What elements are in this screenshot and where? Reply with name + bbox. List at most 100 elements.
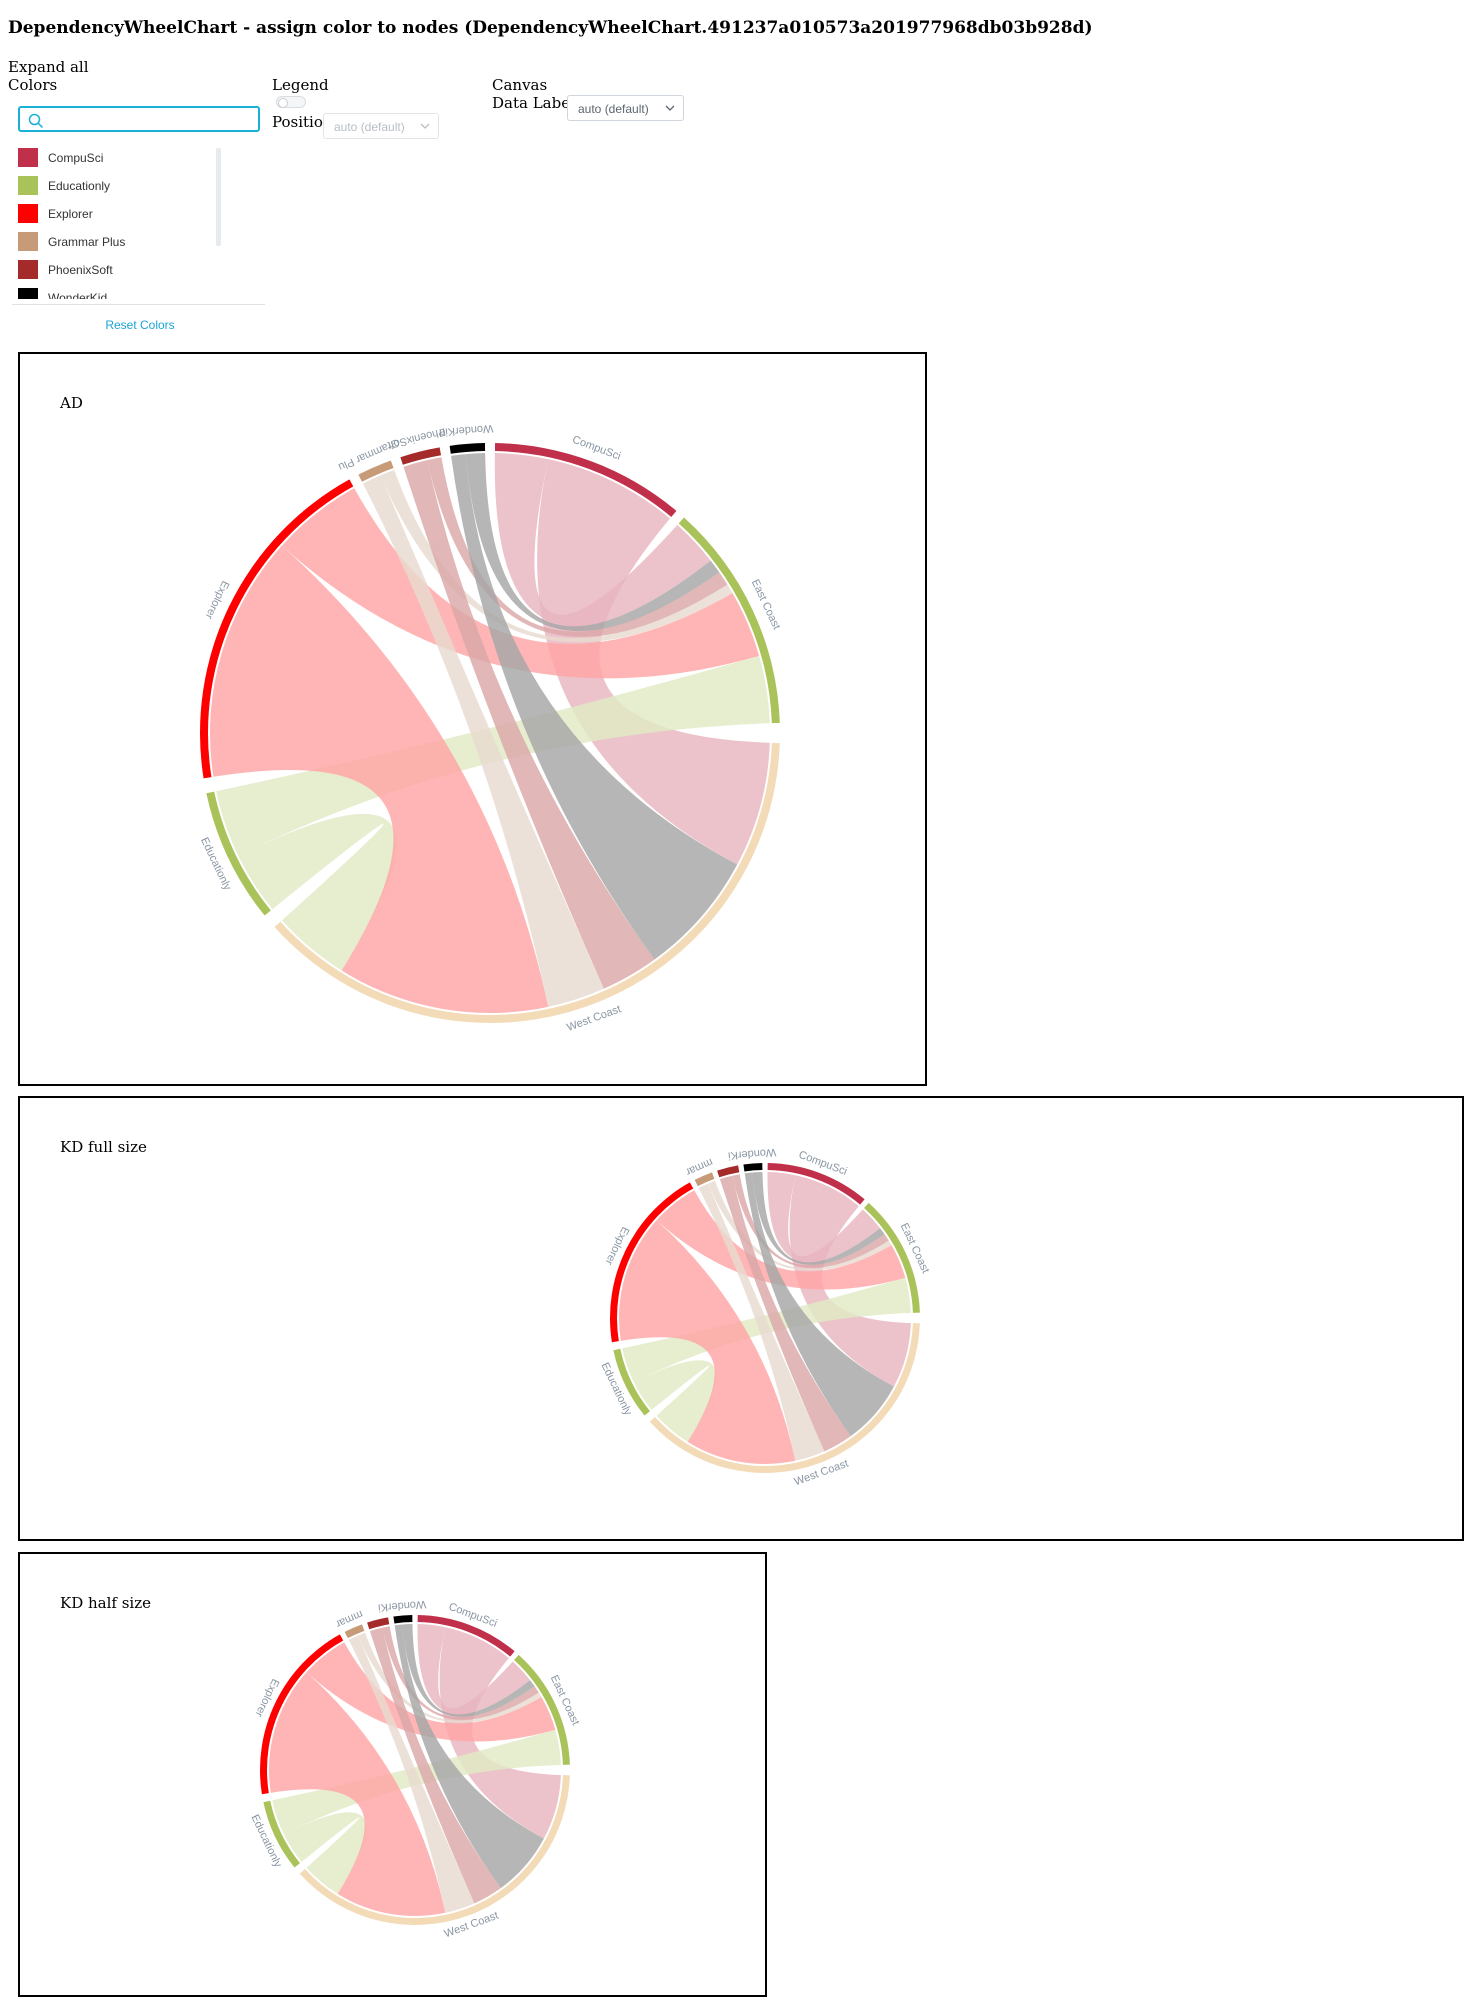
legend-toggle[interactable] [276,96,306,108]
data-labels-select[interactable]: auto (default) [567,95,684,121]
node-arc-east-coast[interactable] [514,1654,570,1765]
link-grammar-plus-to-east-coast[interactable] [707,1180,892,1271]
node-arc-educationly[interactable] [206,791,271,916]
reset-colors-button[interactable]: Reset Colors [105,318,175,332]
node-label-wonderkid: WonderKi [728,1146,777,1162]
color-item-label: Explorer [48,207,93,221]
color-item-label: CompuSci [48,151,104,165]
toggle-knob [278,98,288,108]
panel-title: AD [60,394,83,412]
link-grammar-plus-to-east-coast[interactable] [380,469,733,643]
position-label: Position [272,113,333,131]
panel-title: KD full size [60,1138,147,1156]
node-arc-explorer[interactable] [260,1634,344,1795]
color-item-wonderkid[interactable]: WonderKid [18,286,228,299]
node-arc-educationly[interactable] [613,1348,650,1416]
link-grammar-plus-to-west-coast[interactable] [362,475,604,1007]
link-wonderkid-to-west-coast[interactable] [451,454,738,960]
color-item-explorer[interactable]: Explorer [18,202,228,230]
node-arc-wonderkid[interactable] [449,443,486,454]
color-search-box [18,106,260,132]
color-item-label: Grammar Plus [48,235,126,249]
color-swatch[interactable] [18,232,38,251]
color-swatch[interactable] [18,288,38,299]
node-arc-phoenixsoft[interactable] [717,1165,740,1178]
node-arc-phoenixsoft[interactable] [400,447,442,465]
link-grammar-plus-to-east-coast[interactable] [357,1632,542,1723]
link-phoenixsoft-to-west-coast[interactable] [369,1627,501,1904]
node-arc-east-coast[interactable] [864,1202,920,1313]
colors-label: Colors [8,76,58,94]
node-arc-explorer[interactable] [199,479,354,779]
link-explorer-to-west-coast[interactable] [269,1672,446,1916]
link-educationly-to-west-coast[interactable] [633,1360,717,1442]
color-item-phoenixsoft[interactable]: PhoenixSoft [18,258,228,286]
link-phoenixsoft-to-west-coast[interactable] [719,1175,851,1452]
link-wonderkid-to-west-coast[interactable] [744,1172,894,1437]
link-phoenixsoft-to-west-coast[interactable] [403,460,655,989]
node-arc-grammar-plus[interactable] [358,460,394,482]
divider [12,304,265,305]
color-item-label: Educationly [48,179,111,193]
link-wonderkid-to-west-coast[interactable] [394,1624,544,1889]
color-list-scrollbar[interactable] [216,148,221,246]
link-explorer-to-east-coast[interactable] [656,1190,906,1290]
chevron-down-icon [665,105,675,111]
color-swatch[interactable] [18,148,38,167]
legend-label: Legend [272,76,329,94]
node-arc-compusci[interactable] [767,1163,865,1205]
node-label-wonderkid: WonderKi [378,1598,427,1614]
color-search-input[interactable] [52,110,256,130]
color-item-grammar-plus[interactable]: Grammar Plus [18,230,228,258]
link-compusci-to-west-coast[interactable] [537,459,770,865]
color-list: CompuSci Educationly Explorer Grammar Pl… [18,146,228,299]
link-compusci-to-east-coast[interactable] [417,1624,531,1715]
link-compusci-to-east-coast[interactable] [494,453,711,627]
link-educationly-to-west-coast[interactable] [238,813,397,971]
link-compusci-to-east-coast[interactable] [767,1172,881,1263]
color-item-label: PhoenixSoft [48,263,113,277]
position-select[interactable]: auto (default) [323,113,439,139]
position-select-value: auto (default) [334,120,405,134]
expand-all-link[interactable]: Expand all [8,58,89,76]
node-arc-educationly[interactable] [263,1800,300,1868]
data-labels-select-value: auto (default) [578,102,649,116]
color-swatch[interactable] [18,176,38,195]
link-explorer-to-east-coast[interactable] [306,1642,556,1742]
panel-title: KD half size [60,1594,151,1612]
node-arc-wonderkid[interactable] [393,1615,413,1624]
link-explorer-to-east-coast[interactable] [281,488,760,679]
node-arc-phoenixsoft[interactable] [367,1617,390,1630]
node-arc-grammar-plus[interactable] [694,1172,715,1187]
color-item-educationly[interactable]: Educationly [18,174,228,202]
chart-panel-ad: AD CompuSci East Coast West Coast Education… [18,352,927,1086]
node-label-phoenixsoft: PhoenixSoft [386,425,446,451]
link-compusci-to-west-coast[interactable] [789,1175,911,1387]
link-educationly-to-west-coast[interactable] [283,1812,367,1894]
node-arc-explorer[interactable] [610,1182,694,1343]
page-title: DependencyWheelChart - assign color to n… [8,18,1093,38]
link-grammar-plus-to-west-coast[interactable] [698,1183,825,1461]
node-arc-grammar-plus[interactable] [344,1624,365,1639]
color-item-compusci[interactable]: CompuSci [18,146,228,174]
node-label-wonderkid: WonderKid [439,422,494,438]
node-arc-compusci[interactable] [494,443,677,517]
link-explorer-to-west-coast[interactable] [619,1220,796,1464]
link-explorer-to-west-coast[interactable] [210,545,549,1013]
link-grammar-plus-to-west-coast[interactable] [348,1635,475,1913]
chart-panel-kd-full: KD full size CompuSci East Coast West Coas… [18,1096,1464,1541]
data-labels-label: Data Labels [492,94,583,112]
chart-panel-kd-half: KD half size CompuSci East Coast West Coas… [18,1552,767,1997]
search-icon [28,113,44,129]
color-swatch[interactable] [18,260,38,279]
color-swatch[interactable] [18,204,38,223]
canvas-label: Canvas [492,76,548,94]
node-arc-compusci[interactable] [417,1615,515,1657]
color-item-label: WonderKid [48,291,108,299]
chevron-down-icon [420,123,430,129]
node-arc-wonderkid[interactable] [743,1163,763,1172]
link-compusci-to-west-coast[interactable] [439,1627,561,1839]
